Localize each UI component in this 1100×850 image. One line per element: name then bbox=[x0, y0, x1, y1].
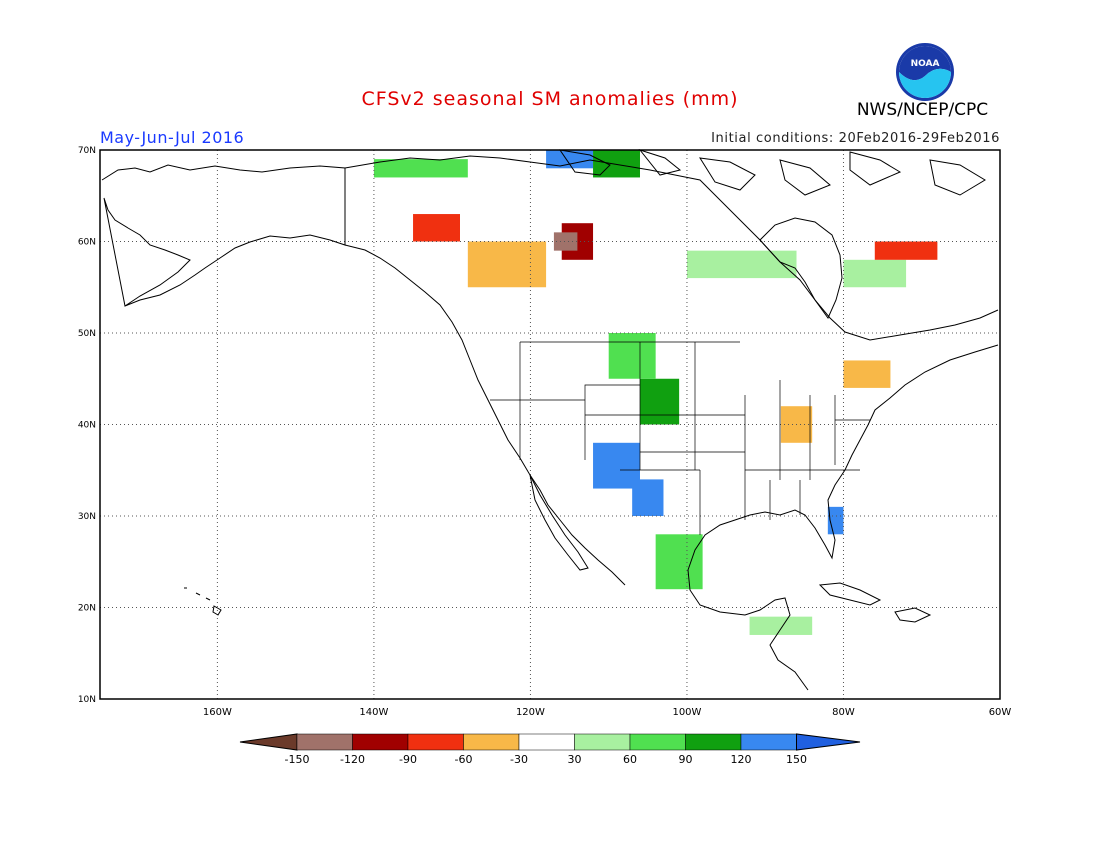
colorbar-box bbox=[629, 733, 686, 751]
coastline-caribbean bbox=[818, 582, 932, 623]
colorbar-box bbox=[407, 733, 464, 751]
anomaly-region-1 bbox=[632, 479, 664, 516]
anomaly-region-12 bbox=[467, 241, 547, 288]
coastline-alaska bbox=[101, 164, 346, 307]
colorbar-arrow-high bbox=[796, 733, 861, 751]
anomaly-region-9 bbox=[686, 250, 797, 279]
logo-text: NOAA bbox=[911, 59, 940, 69]
lon-tick-label: 60W bbox=[989, 707, 1012, 718]
lat-tick-label: 50N bbox=[78, 329, 96, 339]
lon-tick-label: 140W bbox=[359, 707, 388, 718]
anomaly-region-10 bbox=[843, 259, 907, 288]
lat-tick-label: 40N bbox=[78, 421, 96, 431]
us-state-borders bbox=[490, 341, 870, 535]
lat-tick-label: 20N bbox=[78, 604, 96, 614]
colorbar-box bbox=[352, 733, 409, 751]
coastline-hawaii bbox=[184, 587, 222, 616]
map-frame bbox=[99, 149, 1001, 700]
noaa-logo-icon: NOAA bbox=[896, 43, 954, 101]
coastline-layer bbox=[101, 149, 999, 691]
colorbar-box bbox=[463, 733, 520, 751]
lat-tick-label: 10N bbox=[78, 695, 96, 705]
lon-tick-label: 100W bbox=[672, 707, 701, 718]
lon-tick-label: 120W bbox=[516, 707, 545, 718]
coastline-hudson-bay bbox=[759, 217, 843, 319]
anomaly-region-8 bbox=[373, 159, 468, 178]
anomaly-region-6 bbox=[608, 333, 656, 379]
anomaly-region-2 bbox=[546, 150, 594, 169]
colorbar-label: 30 bbox=[568, 753, 582, 766]
anomaly-region-15 bbox=[413, 214, 460, 242]
colorbar-label: 150 bbox=[786, 753, 807, 766]
anomaly-region-7 bbox=[655, 534, 703, 590]
lon-tick-label: 160W bbox=[203, 707, 232, 718]
axis-ticks: 160W 140W 120W 100W 80W 60W 10N 20N 30N 40N 50N 60N… bbox=[78, 146, 1012, 718]
colorbar-box bbox=[740, 733, 797, 751]
anomaly-region-14 bbox=[843, 360, 891, 388]
colorbar-label: -90 bbox=[399, 753, 417, 766]
colorbar-box bbox=[518, 733, 575, 751]
anomaly-layer bbox=[373, 150, 938, 635]
colorbar-label: 120 bbox=[731, 753, 752, 766]
coastline-baja bbox=[529, 474, 589, 571]
colorbar-label: -30 bbox=[510, 753, 528, 766]
colorbar-label: -60 bbox=[455, 753, 473, 766]
colorbar-box bbox=[574, 733, 631, 751]
map-title: CFSv2 seasonal SM anomalies (mm) bbox=[361, 88, 739, 110]
coastline-arctic-islands bbox=[558, 149, 986, 196]
colorbar-label: 60 bbox=[623, 753, 637, 766]
anomaly-region-5 bbox=[593, 150, 640, 178]
agency-label: NWS/NCEP/CPC bbox=[856, 100, 989, 120]
colorbar-box bbox=[296, 733, 353, 751]
coastline-north-america bbox=[344, 155, 999, 691]
lon-tick-label: 80W bbox=[832, 707, 855, 718]
colorbar-label: -150 bbox=[285, 753, 310, 766]
forecast-period: May-Jun-Jul 2016 bbox=[100, 128, 245, 147]
anomaly-region-4 bbox=[640, 378, 680, 425]
lat-tick-label: 60N bbox=[78, 238, 96, 248]
anomaly-region-16 bbox=[874, 241, 938, 260]
colorbar-arrow-low bbox=[239, 733, 298, 751]
anomaly-region-11 bbox=[749, 616, 813, 635]
colorbar-label: -120 bbox=[340, 753, 365, 766]
lat-tick-label: 70N bbox=[78, 146, 96, 156]
colorbar-label: 90 bbox=[679, 753, 693, 766]
lat-tick-label: 30N bbox=[78, 512, 96, 522]
colorbar-box bbox=[685, 733, 742, 751]
initial-conditions: Initial conditions: 20Feb2016-29Feb2016 bbox=[711, 131, 1000, 146]
anomaly-region-18 bbox=[553, 232, 578, 251]
